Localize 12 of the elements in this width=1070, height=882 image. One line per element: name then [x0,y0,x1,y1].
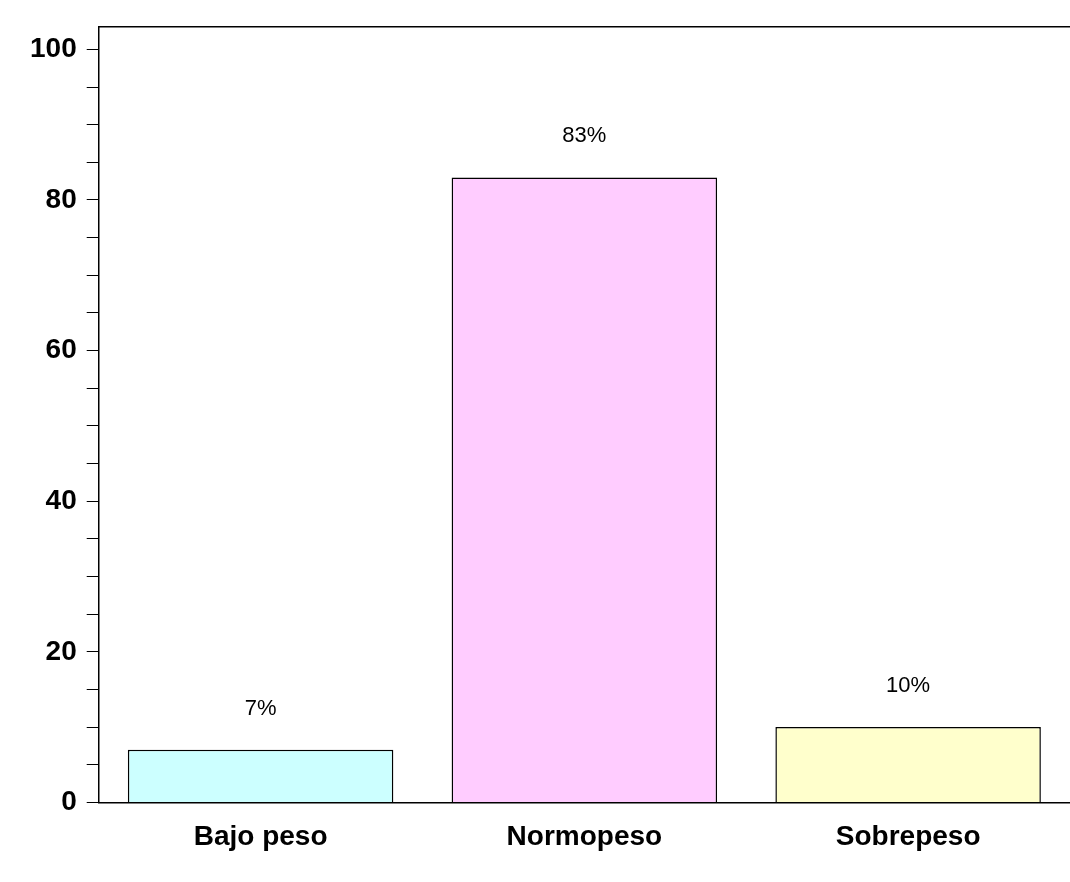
y-tick-label: 20 [45,634,77,666]
y-tick-label: 80 [45,182,77,214]
data-label: 10% [886,672,931,698]
y-tick-label: 0 [61,785,77,817]
data-label: 7% [244,694,277,720]
y-tick-label: 60 [45,333,77,365]
y-tick-label: 40 [45,483,77,515]
x-tick-label: Bajo peso [193,819,328,851]
x-tick-label: Normopeso [506,819,663,851]
y-tick-label: 100 [30,32,77,64]
data-label: 83% [562,122,607,148]
x-tick-label: Sobrepeso [835,819,981,851]
